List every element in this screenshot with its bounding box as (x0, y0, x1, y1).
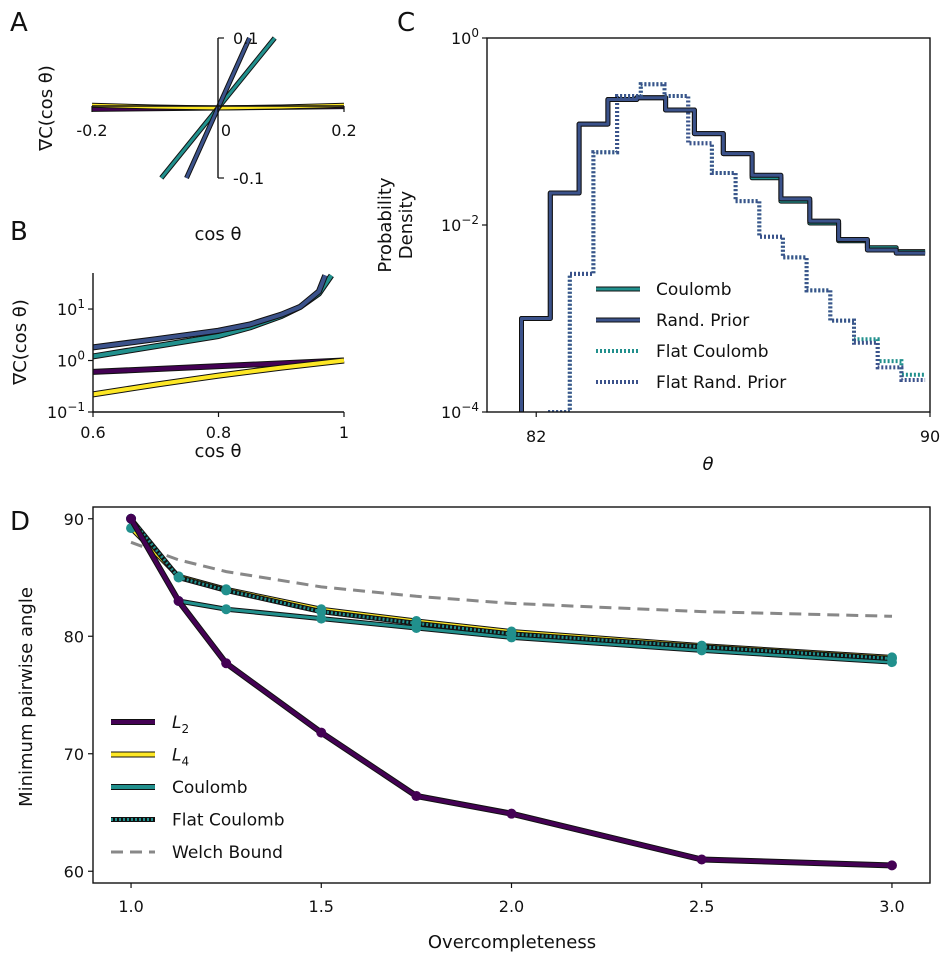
panel-d-legend-l2-label: L2 (172, 713, 189, 736)
panel-b-xtick-label: 0.6 (80, 423, 105, 442)
panel-c: 82 90 100 10−2 10−4 θ Probability Density Co… (375, 26, 940, 475)
panel-d-legend-l4-label: L4 (172, 746, 189, 769)
panel-d-line-l2-point (221, 658, 232, 669)
panel-d-legend-flat-coulomb-label: Flat Coulomb (172, 811, 285, 831)
panel-d-xtick-label: 2.0 (499, 897, 524, 916)
panel-c-ylabel-line1: Probability (375, 177, 396, 272)
panel-d-series (126, 513, 897, 871)
panel-b: 0.6 0.8 1 101 100 10−1 cos θ ∇C(cos θ) (10, 273, 349, 462)
panel-c-legend-rand-prior-label: Rand. Prior (656, 311, 749, 331)
panel-c-xtick-label: 82 (526, 427, 546, 446)
panel-d: 1.0 1.5 2.0 2.5 3.0 60 70 80 90 Overcompleteness… (16, 506, 931, 953)
panel-label-a: A (10, 8, 28, 38)
panel-c-ytick-label: 100 (451, 26, 479, 48)
panel-d-line-flat-coulomb-point (316, 606, 327, 617)
panel-d-line-flat-coulomb-point (173, 572, 184, 583)
panel-b-line-L4 (92, 358, 345, 397)
panel-d-ytick-label: 70 (64, 745, 84, 764)
panel-c-legend-flat-rand-prior-label: Flat Rand. Prior (656, 373, 786, 393)
panel-d-line-l2-point (126, 513, 137, 524)
panel-label-c: C (397, 8, 415, 38)
panel-a-ylabel: ∇C(cos θ) (36, 65, 57, 152)
panel-d-line-flat-coulomb-point (506, 628, 517, 639)
panel-d-xtick-label: 2.5 (689, 897, 714, 916)
panel-d-ytick-label: 90 (64, 510, 84, 529)
panel-d-line-l2-point (886, 860, 897, 871)
panel-label-b: B (10, 217, 28, 247)
panel-d-ylabel: Minimum pairwise angle (16, 587, 37, 807)
panel-b-series (92, 273, 345, 398)
panel-d-line-flat-coulomb-point (221, 585, 232, 596)
panel-b-xtick-label: 0.8 (206, 423, 231, 442)
panel-d-legend: L2 L4 Coulomb Flat Coulomb Welch Bound (111, 713, 285, 863)
panel-d-line-flat-coulomb-point (696, 641, 707, 652)
panel-d-line-l2 (129, 517, 893, 868)
panel-a: -0.2 0 0.2 0.1 -0.1 cos θ ∇C(cos θ) (36, 29, 357, 245)
panel-a-ticks: -0.2 0 0.2 0.1 -0.1 (76, 29, 356, 188)
panel-d-xtick-label: 1.0 (118, 897, 143, 916)
panel-d-xtick-label: 3.0 (879, 897, 904, 916)
panel-b-xlabel: cos θ (194, 441, 241, 462)
panel-d-line-flat-coulomb-point (411, 618, 422, 629)
panel-d-line-flat-coulomb (129, 517, 893, 661)
panel-a-xtick-label: -0.2 (76, 121, 107, 140)
panel-d-ticks: 1.0 1.5 2.0 2.5 3.0 60 70 80 90 (64, 510, 905, 916)
panel-d-line-coulomb-point (316, 613, 327, 624)
panel-d-line-l2-point (696, 854, 707, 865)
panel-d-line-coulomb-point (221, 604, 232, 615)
panel-d-line-coulomb (129, 518, 893, 664)
panel-c-legend-flat-coulomb-label: Flat Coulomb (656, 342, 769, 362)
panel-b-ticks: 0.6 0.8 1 101 100 10−1 (47, 297, 349, 442)
panel-b-ylabel: ∇C(cos θ) (10, 299, 31, 386)
panel-c-ytick-label: 10−4 (441, 400, 479, 422)
panel-d-line-flat-coulomb-point (886, 653, 897, 664)
panel-b-ytick-label: 100 (57, 349, 85, 371)
panel-b-ytick-label: 10−1 (47, 400, 85, 422)
panel-b-xtick-label: 1 (339, 423, 349, 442)
panel-d-line-l2-point (411, 791, 422, 802)
panel-d-legend-welch-bound-label: Welch Bound (172, 843, 283, 863)
panel-b-line-rand_prior (92, 274, 328, 350)
panel-c-ytick-label: 10−2 (441, 213, 479, 235)
panel-a-ytick-label: 0.1 (233, 29, 258, 48)
panel-a-ytick-label: -0.1 (233, 169, 264, 188)
panel-d-ytick-label: 60 (64, 862, 84, 881)
panel-c-legend-coulomb-label: Coulomb (656, 280, 732, 300)
panel-b-ytick-label: 101 (57, 297, 85, 319)
panel-d-xtick-label: 1.5 (309, 897, 334, 916)
panel-d-ytick-label: 80 (64, 627, 84, 646)
panel-c-legend: Coulomb Rand. Prior Flat Coulomb Flat Rand.… (596, 280, 786, 393)
panel-c-series (519, 82, 926, 412)
panel-a-xtick-label: 0 (221, 121, 231, 140)
panel-d-legend-coulomb-label: Coulomb (172, 778, 248, 798)
panel-d-line-l2-point (506, 808, 517, 819)
panel-c-xtick-label: 90 (920, 427, 940, 446)
panel-c-ylabel-line2: Density (396, 190, 417, 259)
panel-c-ticks: 82 90 100 10−2 10−4 (441, 26, 940, 446)
panel-c-hist-rand-prior (520, 96, 926, 412)
panel-a-xlabel: cos θ (194, 224, 241, 245)
panel-d-line-l2-point (173, 596, 184, 606)
panel-label-d: D (10, 507, 30, 537)
panel-d-line-welch-bound (130, 540, 893, 618)
panel-d-xlabel: Overcompleteness (428, 932, 596, 953)
panel-d-line-l2-point (316, 727, 327, 738)
panel-c-hist-flat-rand-prior (544, 82, 926, 412)
panel-c-hist-flat-coulomb (544, 82, 926, 412)
panel-a-xtick-label: 0.2 (331, 121, 356, 140)
panel-c-xlabel: θ (702, 454, 713, 475)
